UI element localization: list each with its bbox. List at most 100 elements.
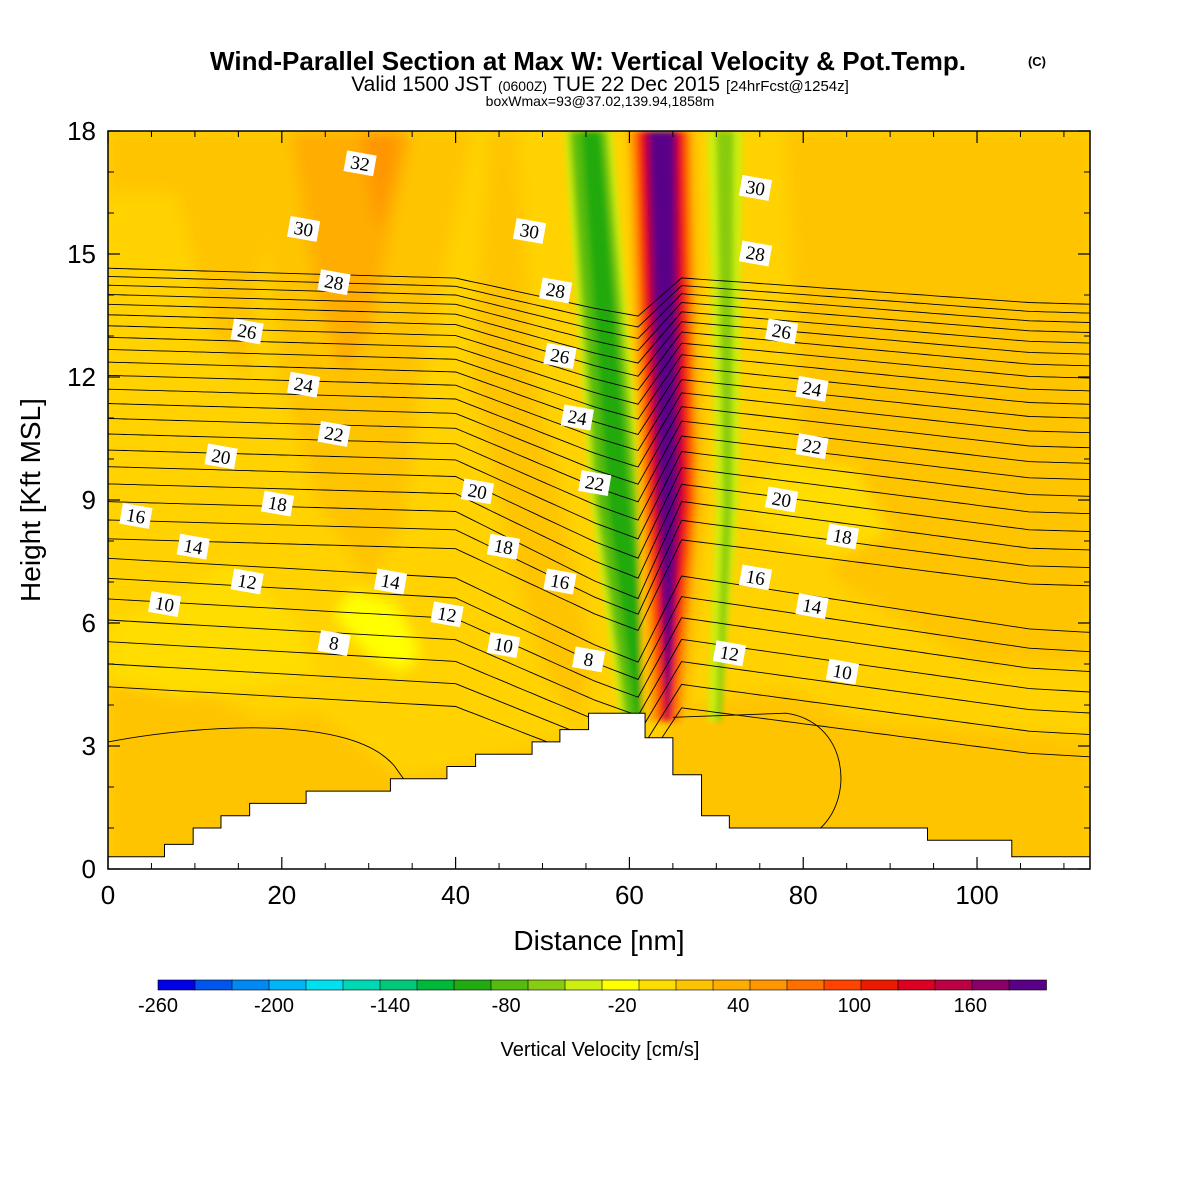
plot-area: 32 30 30 30 28 28 28 26 26 26 24 24 24 22 22 22 20 20 20 18… xyxy=(108,131,1090,869)
contour-label-text: 26 xyxy=(236,320,258,344)
x-tick-label: 20 xyxy=(267,880,296,910)
contour-label-text: 10 xyxy=(153,593,175,617)
theta-contour-14 xyxy=(108,538,1090,631)
contour-label-box xyxy=(712,640,747,667)
contour-label: 18 xyxy=(825,523,860,549)
downdraft-band-deep xyxy=(581,131,650,722)
contour-label-text: 10 xyxy=(831,661,853,685)
colorbar-swatch xyxy=(342,979,381,991)
colorbar-tick-label: 100 xyxy=(838,995,871,1017)
contour-label-box xyxy=(486,533,521,560)
colorbar-swatch xyxy=(416,979,455,991)
contour-label-box xyxy=(560,404,594,431)
valid-date: TUE 22 Dec 2015 xyxy=(553,73,720,96)
colorbar-swatch xyxy=(564,979,603,991)
colorbar-swatch xyxy=(379,979,418,991)
colorbar-swatch xyxy=(638,979,677,991)
colorbar-tick-label: 40 xyxy=(727,995,749,1017)
theta-contour-25 xyxy=(108,361,1090,436)
theta-contour-33 xyxy=(108,275,1090,328)
x-tick-label: 40 xyxy=(441,880,470,910)
contour-label-text: 24 xyxy=(566,407,589,431)
contour-label-text: 14 xyxy=(801,595,824,619)
contour-label: 16 xyxy=(738,564,773,591)
contour-label-text: 30 xyxy=(518,220,540,244)
colorbar-swatch xyxy=(157,979,196,991)
contour-label-text: 20 xyxy=(466,480,488,504)
x-tick-label: 60 xyxy=(615,880,644,910)
contour-label-text: 16 xyxy=(744,566,766,590)
contour-label-box xyxy=(738,564,773,591)
contour-label-box xyxy=(578,470,612,497)
contour-label-layer: 32 30 30 30 28 28 28 26 26 26 24 24 24 22 22 22 20 20 20 18… xyxy=(119,150,860,685)
contour-label: 22 xyxy=(578,470,612,497)
y-tick-label: 12 xyxy=(67,362,96,392)
contour-label-box xyxy=(825,658,860,685)
contour-label-text: 30 xyxy=(292,218,314,242)
colorbar-swatch xyxy=(527,979,566,991)
velocity-region-west-upper xyxy=(108,131,282,377)
contour-label: 18 xyxy=(260,490,295,517)
y-tick-label: 3 xyxy=(82,731,96,761)
contour-label-text: 24 xyxy=(801,378,824,402)
contour-label-text: 8 xyxy=(582,649,595,671)
contour-label-box xyxy=(317,630,351,656)
velocity-region-yellow-band xyxy=(333,590,421,673)
contour-label: 20 xyxy=(764,486,799,513)
contour-label-text: 28 xyxy=(744,243,766,267)
contour-label-box xyxy=(430,601,464,628)
contour-label-text: 20 xyxy=(770,489,792,513)
contour-label: 32 xyxy=(343,150,377,177)
y-tick-label: 15 xyxy=(67,239,96,269)
colorbar-swatch xyxy=(453,979,492,991)
contour-label-text: 8 xyxy=(327,633,340,655)
contour-label-box xyxy=(287,371,321,398)
contour-label-text: 10 xyxy=(492,634,514,658)
colorbar-swatch xyxy=(675,979,714,991)
theta-contour-17 xyxy=(108,483,1090,579)
y-axis-label: Height [Kft MSL] xyxy=(15,398,46,602)
contour-label-box xyxy=(204,443,238,470)
contour-label-box xyxy=(343,150,377,177)
contour-label: 12 xyxy=(230,568,264,595)
valid-utc: (0600Z) xyxy=(498,78,547,94)
contour-label-box xyxy=(795,593,829,620)
contour-label-box xyxy=(287,215,321,242)
contour-label-text: 20 xyxy=(210,445,232,469)
contour-label-text: 18 xyxy=(492,536,514,560)
theta-contour-32 xyxy=(108,284,1090,339)
colorbar-tick-label: -20 xyxy=(608,995,637,1017)
y-tick-label: 6 xyxy=(82,608,96,638)
contour-label-box xyxy=(764,318,799,345)
contour-label-box xyxy=(230,318,264,345)
x-tick-label: 80 xyxy=(789,880,818,910)
contour-label-text: 16 xyxy=(125,505,147,529)
contour-label-box xyxy=(176,533,210,560)
colorbar-swatch xyxy=(305,979,344,991)
contour-label: 26 xyxy=(764,318,799,345)
theta-contour-28 xyxy=(108,325,1090,391)
contour-label: 16 xyxy=(543,568,577,594)
velocity-core-shading xyxy=(564,131,743,722)
contour-label-box xyxy=(738,174,773,201)
contour-label: 24 xyxy=(795,375,829,402)
contour-label: 22 xyxy=(795,433,829,459)
contour-label-text: 14 xyxy=(182,536,205,560)
contour-label-text: 12 xyxy=(236,571,258,595)
contour-label: 28 xyxy=(539,277,573,303)
y-tick-label: 0 xyxy=(82,854,96,884)
contour-label: 12 xyxy=(712,640,747,667)
contour-label: 24 xyxy=(560,404,594,431)
theta-contour-26 xyxy=(108,348,1090,420)
contour-label-text: 22 xyxy=(323,423,345,447)
contour-label: 10 xyxy=(825,658,860,685)
contour-label: 26 xyxy=(543,343,577,369)
contour-label-box xyxy=(795,375,829,402)
contour-label: 30 xyxy=(287,215,321,242)
contour-label: 8 xyxy=(317,630,351,656)
theta-contour-low-east xyxy=(672,712,842,829)
contour-label-box xyxy=(260,490,295,517)
colorbar-swatch xyxy=(712,979,751,991)
x-axis: 0 20 40 60 80 100 xyxy=(101,131,1065,910)
colorbar-swatch xyxy=(749,979,788,991)
